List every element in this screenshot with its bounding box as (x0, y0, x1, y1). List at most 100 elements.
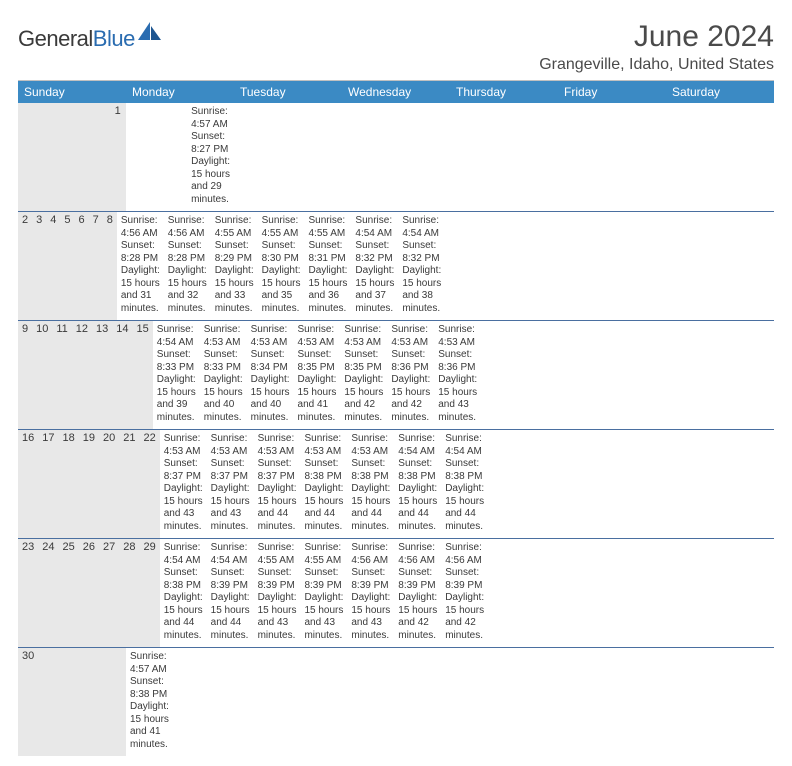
dayname: Friday (558, 81, 666, 103)
day-number (18, 103, 33, 211)
week-head-row: 2345678 (18, 212, 117, 320)
day-cell (183, 648, 193, 756)
sunset-text: Sunset: 8:39 PM (304, 567, 343, 592)
day-number: 10 (32, 321, 52, 429)
weeks: 1Sunrise: 4:57 AMSunset: 8:27 PMDaylight… (18, 103, 774, 756)
daylight-text: Daylight: 15 hours and 40 minutes. (204, 374, 243, 424)
day-cell: Sunrise: 4:56 AMSunset: 8:39 PMDaylight:… (394, 539, 441, 647)
day-number: 24 (38, 539, 58, 647)
sunset-text: Sunset: 8:39 PM (445, 567, 484, 592)
sunrise-text: Sunrise: 4:53 AM (251, 324, 290, 349)
day-cell: Sunrise: 4:55 AMSunset: 8:39 PMDaylight:… (300, 539, 347, 647)
title-block: June 2024 Grangeville, Idaho, United Sta… (539, 20, 774, 74)
header: GeneralBlue June 2024 Grangeville, Idaho… (18, 20, 774, 74)
sunrise-text: Sunrise: 4:56 AM (351, 542, 390, 567)
day-cell: Sunrise: 4:53 AMSunset: 8:37 PMDaylight:… (160, 430, 207, 538)
sunrise-text: Sunrise: 4:56 AM (445, 542, 484, 567)
sunrise-text: Sunrise: 4:53 AM (391, 324, 430, 349)
day-number: 4 (46, 212, 60, 320)
day-number (49, 103, 64, 211)
daylight-text: Daylight: 15 hours and 43 minutes. (304, 592, 343, 642)
sunrise-text: Sunrise: 4:53 AM (298, 324, 337, 349)
sunrise-text: Sunrise: 4:55 AM (304, 542, 343, 567)
dayname: Tuesday (234, 81, 342, 103)
sunrise-text: Sunrise: 4:53 AM (344, 324, 383, 349)
day-cell: Sunrise: 4:53 AMSunset: 8:35 PMDaylight:… (294, 321, 341, 429)
day-cell: Sunrise: 4:53 AMSunset: 8:38 PMDaylight:… (300, 430, 347, 538)
day-number: 12 (72, 321, 92, 429)
day-number (64, 103, 79, 211)
daylight-text: Daylight: 15 hours and 44 minutes. (164, 592, 203, 642)
day-cell: Sunrise: 4:54 AMSunset: 8:38 PMDaylight:… (394, 430, 441, 538)
day-number: 23 (18, 539, 38, 647)
daylight-text: Daylight: 15 hours and 40 minutes. (251, 374, 290, 424)
day-cell (136, 103, 146, 211)
daylight-text: Daylight: 15 hours and 43 minutes. (258, 592, 297, 642)
daylight-text: Daylight: 15 hours and 42 minutes. (398, 592, 437, 642)
day-number: 30 (18, 648, 38, 756)
day-number (97, 648, 112, 756)
dayname-row: SundayMondayTuesdayWednesdayThursdayFrid… (18, 81, 774, 103)
dayname: Thursday (450, 81, 558, 103)
day-cell: Sunrise: 4:53 AMSunset: 8:34 PMDaylight:… (247, 321, 294, 429)
daylight-text: Daylight: 15 hours and 44 minutes. (258, 483, 297, 533)
dayname: Wednesday (342, 81, 450, 103)
day-cell (146, 103, 156, 211)
day-cell (177, 103, 187, 211)
day-number: 28 (119, 539, 139, 647)
page: GeneralBlue June 2024 Grangeville, Idaho… (0, 0, 792, 766)
day-cell: Sunrise: 4:57 AMSunset: 8:27 PMDaylight:… (187, 103, 234, 211)
day-cell: Sunrise: 4:57 AMSunset: 8:38 PMDaylight:… (126, 648, 173, 756)
daylight-text: Daylight: 15 hours and 42 minutes. (344, 374, 383, 424)
week-head-row: 9101112131415 (18, 321, 153, 429)
daylight-text: Daylight: 15 hours and 43 minutes. (211, 483, 250, 533)
sunset-text: Sunset: 8:33 PM (157, 349, 196, 374)
sunset-text: Sunset: 8:39 PM (398, 567, 437, 592)
sunset-text: Sunset: 8:38 PM (130, 676, 169, 701)
day-cell: Sunrise: 4:54 AMSunset: 8:39 PMDaylight:… (207, 539, 254, 647)
calendar: SundayMondayTuesdayWednesdayThursdayFrid… (18, 80, 774, 756)
sunrise-text: Sunrise: 4:55 AM (215, 215, 254, 240)
day-cell: Sunrise: 4:55 AMSunset: 8:29 PMDaylight:… (211, 212, 258, 320)
day-number (53, 648, 68, 756)
daylight-text: Daylight: 15 hours and 44 minutes. (211, 592, 250, 642)
week: 23242526272829Sunrise: 4:54 AMSunset: 8:… (18, 539, 774, 648)
daylight-text: Daylight: 15 hours and 39 minutes. (157, 374, 196, 424)
day-number: 27 (99, 539, 119, 647)
sunrise-text: Sunrise: 4:53 AM (351, 433, 390, 458)
day-cell (224, 648, 234, 756)
sunset-text: Sunset: 8:27 PM (191, 131, 230, 156)
sunset-text: Sunset: 8:30 PM (262, 240, 301, 265)
day-cell: Sunrise: 4:53 AMSunset: 8:37 PMDaylight:… (254, 430, 301, 538)
sunrise-text: Sunrise: 4:53 AM (211, 433, 250, 458)
sunrise-text: Sunrise: 4:57 AM (191, 106, 230, 131)
day-cell (173, 648, 183, 756)
week-body-row: Sunrise: 4:56 AMSunset: 8:28 PMDaylight:… (117, 212, 445, 320)
week-body-row: Sunrise: 4:54 AMSunset: 8:38 PMDaylight:… (160, 539, 488, 647)
sunset-text: Sunset: 8:38 PM (445, 458, 484, 483)
week: 30 Sunrise: 4:57 AMSunset: 8:38 PMDayligh… (18, 648, 774, 756)
day-number (95, 103, 110, 211)
day-cell: Sunrise: 4:55 AMSunset: 8:39 PMDaylight:… (254, 539, 301, 647)
day-number: 11 (52, 321, 71, 429)
sunrise-text: Sunrise: 4:53 AM (304, 433, 343, 458)
day-cell (214, 648, 224, 756)
sunset-text: Sunset: 8:31 PM (309, 240, 348, 265)
daylight-text: Daylight: 15 hours and 42 minutes. (445, 592, 484, 642)
week: 16171819202122Sunrise: 4:53 AMSunset: 8:… (18, 430, 774, 539)
day-number: 18 (59, 430, 79, 538)
day-number: 8 (103, 212, 117, 320)
day-cell: Sunrise: 4:53 AMSunset: 8:36 PMDaylight:… (387, 321, 434, 429)
day-number: 19 (79, 430, 99, 538)
sunset-text: Sunset: 8:37 PM (164, 458, 203, 483)
sunset-text: Sunset: 8:38 PM (304, 458, 343, 483)
day-number: 21 (119, 430, 139, 538)
daylight-text: Daylight: 15 hours and 36 minutes. (309, 265, 348, 315)
sunrise-text: Sunrise: 4:54 AM (402, 215, 441, 240)
week-head-row: 30 (18, 648, 126, 756)
sunset-text: Sunset: 8:35 PM (344, 349, 383, 374)
sunrise-text: Sunrise: 4:54 AM (445, 433, 484, 458)
sunset-text: Sunset: 8:39 PM (211, 567, 250, 592)
dayname: Sunday (18, 81, 126, 103)
sunset-text: Sunset: 8:34 PM (251, 349, 290, 374)
